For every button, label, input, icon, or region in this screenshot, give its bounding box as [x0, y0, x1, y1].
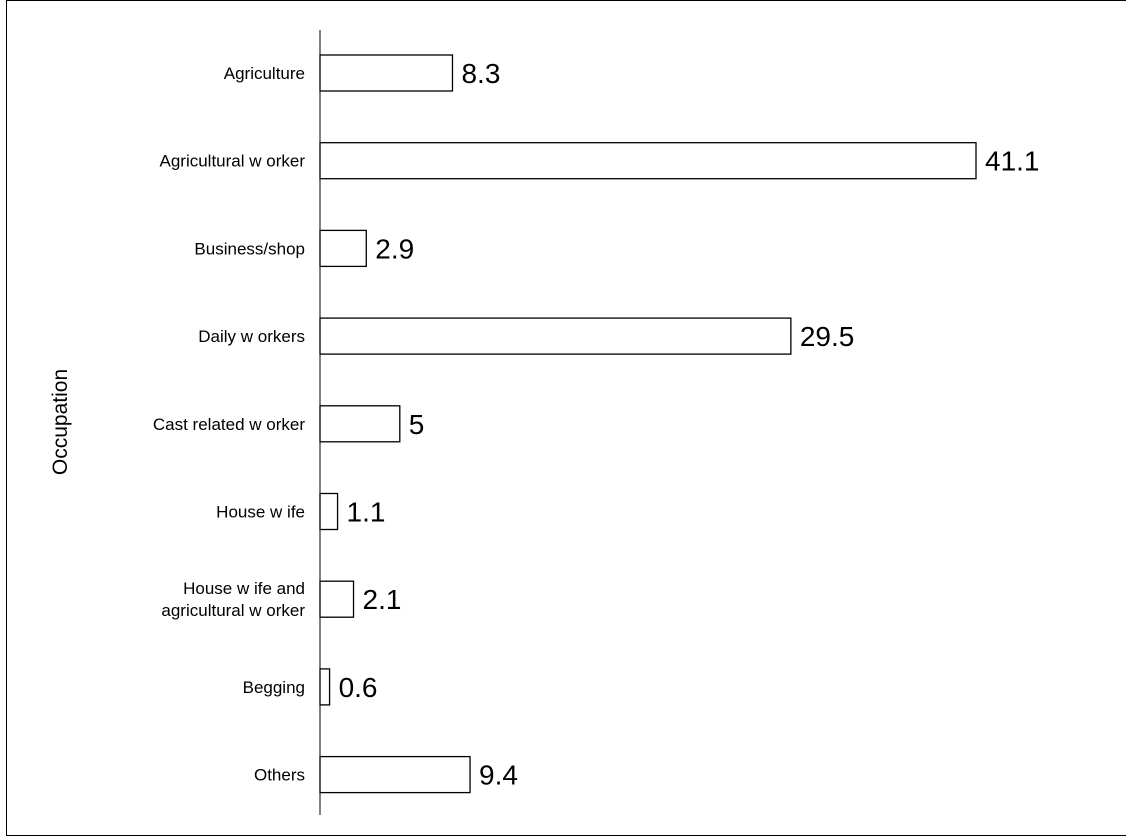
value-label: 2.1: [363, 584, 402, 615]
category-label: Agricultural w orker: [160, 152, 306, 171]
value-label: 41.1: [985, 146, 1040, 177]
category-label: House w ife and: [183, 579, 305, 598]
bar: [319, 54, 454, 92]
bar: [319, 142, 977, 180]
category-label: Agriculture: [224, 64, 305, 83]
bar: [319, 317, 792, 355]
value-label: 9.4: [479, 760, 518, 791]
bar: [319, 405, 401, 443]
chart-frame: [6, 0, 1126, 836]
value-label: 8.3: [461, 58, 500, 89]
bar: [319, 668, 331, 706]
category-label: House w ife: [216, 503, 305, 522]
category-label: Begging: [243, 678, 305, 697]
category-label: Others: [254, 766, 305, 785]
value-label: 2.9: [375, 233, 414, 264]
bar: [319, 580, 355, 618]
bars-layer: 8.3 Agriculture 41.1 Agricultural w orker 2.…: [153, 54, 1040, 794]
bar: [319, 229, 367, 268]
category-label: Business/shop: [194, 239, 305, 258]
value-label: 0.6: [339, 672, 378, 703]
y-axis-title: Occupation: [49, 369, 72, 475]
category-label: Daily w orkers: [198, 327, 305, 346]
value-label: 1.1: [347, 497, 386, 528]
category-label: Cast related w orker: [153, 415, 305, 434]
bar: [319, 755, 471, 794]
value-label: 5: [409, 409, 425, 440]
value-label: 29.5: [800, 321, 855, 352]
category-label: agricultural w orker: [161, 601, 305, 620]
bar: [319, 492, 339, 531]
